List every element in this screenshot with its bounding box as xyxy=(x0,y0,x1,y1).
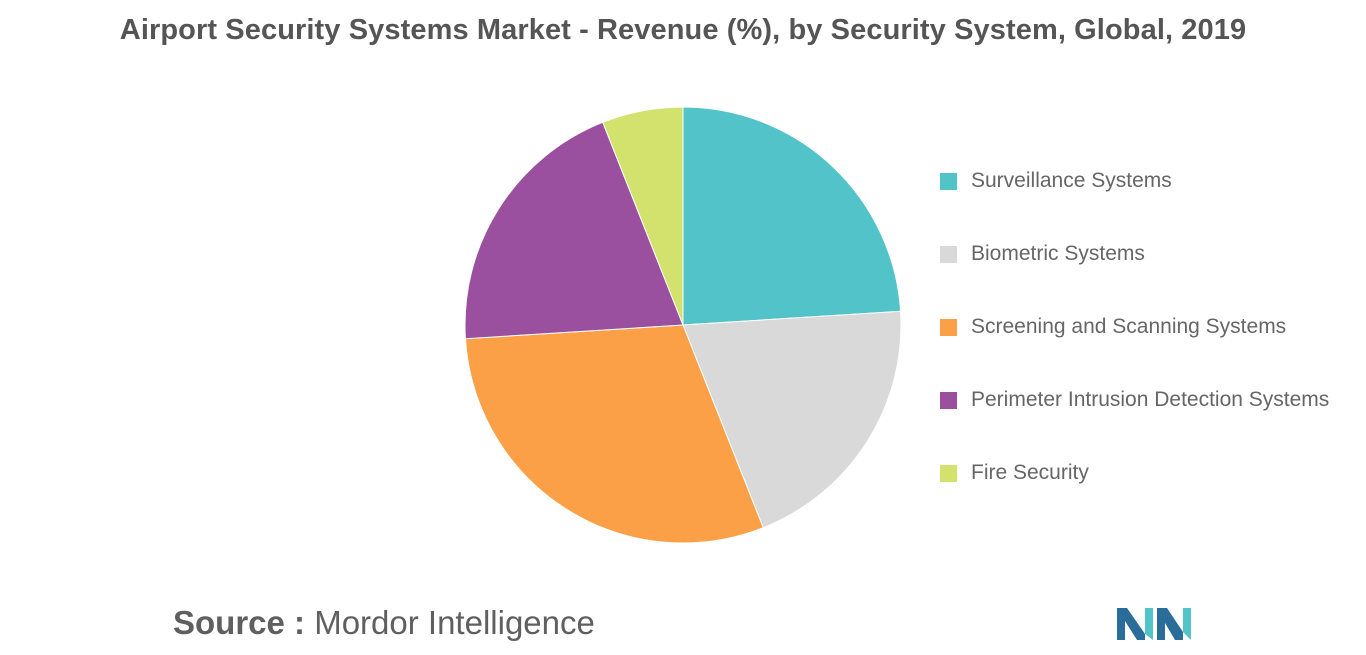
source-prefix: Source : xyxy=(173,604,306,641)
legend-label: Screening and Scanning Systems xyxy=(971,315,1287,338)
pie-slice-biometric-systems xyxy=(682,310,902,529)
source-line: Source : Mordor Intelligence xyxy=(173,604,595,642)
mordor-intelligence-logo-icon xyxy=(1117,608,1191,640)
pie-slice-surveillance-systems xyxy=(682,106,902,326)
pie-slice-screening-and-scanning-systems xyxy=(464,324,764,544)
legend-label: Fire Security xyxy=(971,461,1089,484)
legend-label: Biometric Systems xyxy=(971,242,1145,265)
legend-swatch xyxy=(940,319,957,336)
legend-label: Surveillance Systems xyxy=(971,169,1172,192)
source-name: Mordor Intelligence xyxy=(314,604,595,641)
legend-swatch xyxy=(940,392,957,409)
legend-swatch xyxy=(940,465,957,482)
pie-slice-perimeter-intrusion-detection-systems xyxy=(464,121,684,340)
legend-label: Perimeter Intrusion Detection Systems xyxy=(971,388,1330,411)
legend-swatch xyxy=(940,173,957,190)
chart-title: Airport Security Systems Market - Revenu… xyxy=(119,14,1247,46)
legend-swatch xyxy=(940,246,957,263)
pie-slice-fire-security xyxy=(602,106,684,326)
